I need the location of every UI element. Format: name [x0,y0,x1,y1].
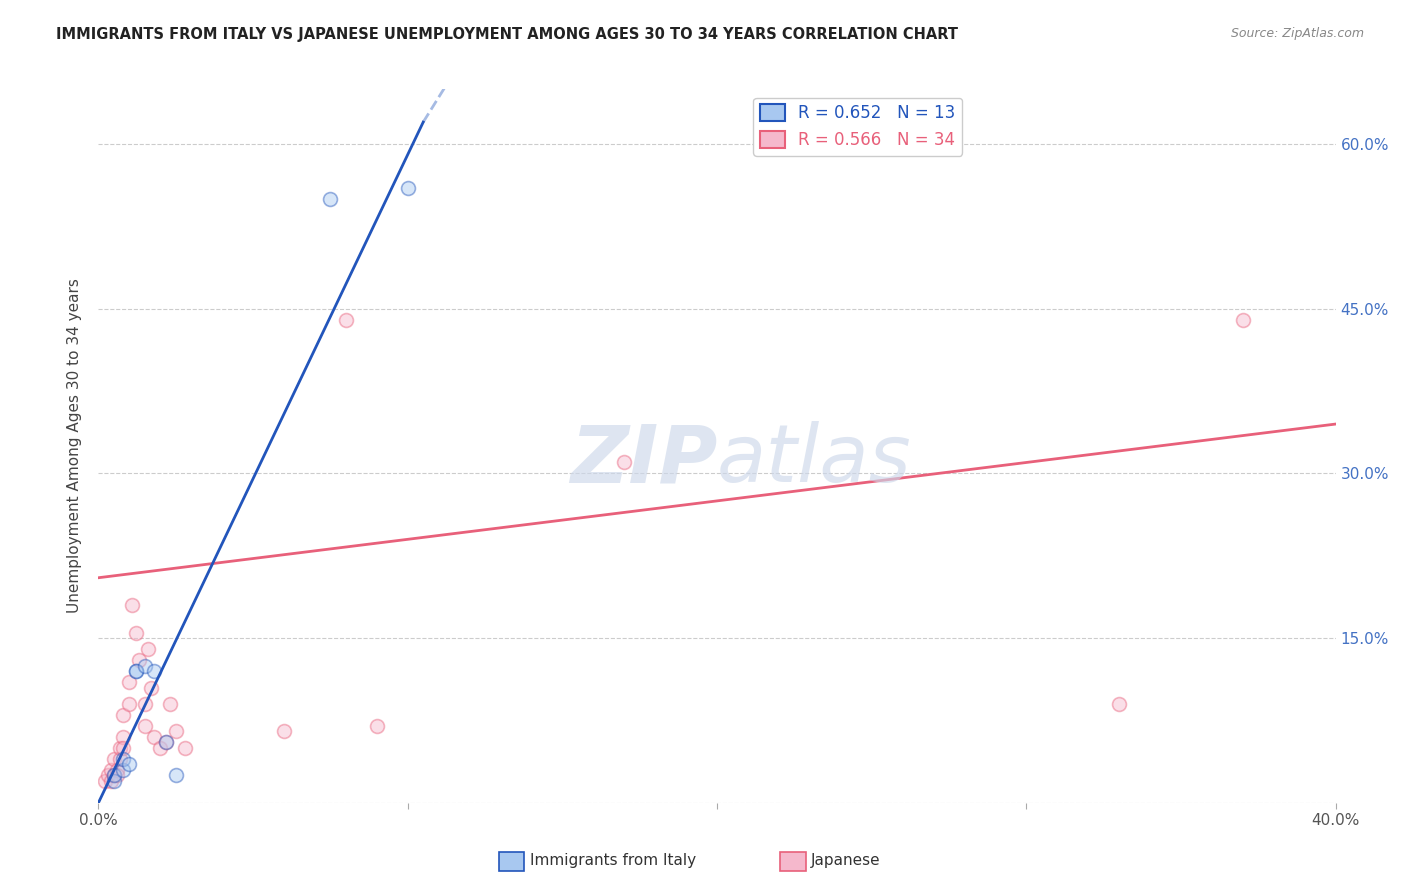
Point [128,653,150,667]
Text: IMMIGRANTS FROM ITALY VS JAPANESE UNEMPLOYMENT AMONG AGES 30 TO 34 YEARS CORRELA: IMMIGRANTS FROM ITALY VS JAPANESE UNEMPL… [56,27,959,42]
Point [108,752,131,766]
Point [139,681,162,695]
Point [1232,312,1254,326]
Point [97,768,120,782]
Point [103,752,125,766]
Point [121,598,143,612]
Point [165,724,187,739]
Point [124,625,146,640]
Point [112,708,135,723]
Text: ZIP: ZIP [569,421,717,500]
Point [165,768,187,782]
Point [93,773,115,788]
Point [103,768,125,782]
Point [396,181,419,195]
Point [118,757,141,772]
Point [134,697,156,711]
Point [613,455,636,469]
Point [155,735,177,749]
Point [136,642,159,657]
Point [124,664,146,678]
Point [112,752,135,766]
Point [100,763,122,777]
Point [174,740,197,755]
Text: atlas: atlas [717,421,912,500]
Point [155,735,177,749]
Point [143,730,166,744]
Point [335,312,357,326]
Y-axis label: Unemployment Among Ages 30 to 34 years: Unemployment Among Ages 30 to 34 years [67,278,83,614]
Point [134,719,156,733]
Point [100,773,122,788]
Point [273,724,295,739]
Point [105,763,128,777]
Legend: R = 0.652   N = 13, R = 0.566   N = 34: R = 0.652 N = 13, R = 0.566 N = 34 [754,97,962,155]
Point [1108,697,1130,711]
Point [319,192,342,206]
Text: Immigrants from Italy: Immigrants from Italy [530,854,696,868]
Point [105,768,128,782]
Point [149,740,172,755]
Point [134,658,156,673]
Point [112,730,135,744]
Point [124,664,146,678]
Text: Source: ZipAtlas.com: Source: ZipAtlas.com [1230,27,1364,40]
Point [103,773,125,788]
Point [159,697,181,711]
Point [112,763,135,777]
Point [108,740,131,755]
Point [103,768,125,782]
Point [118,697,141,711]
Point [112,740,135,755]
Point [366,719,388,733]
Text: Japanese: Japanese [811,854,882,868]
Point [143,664,166,678]
Point [118,675,141,690]
